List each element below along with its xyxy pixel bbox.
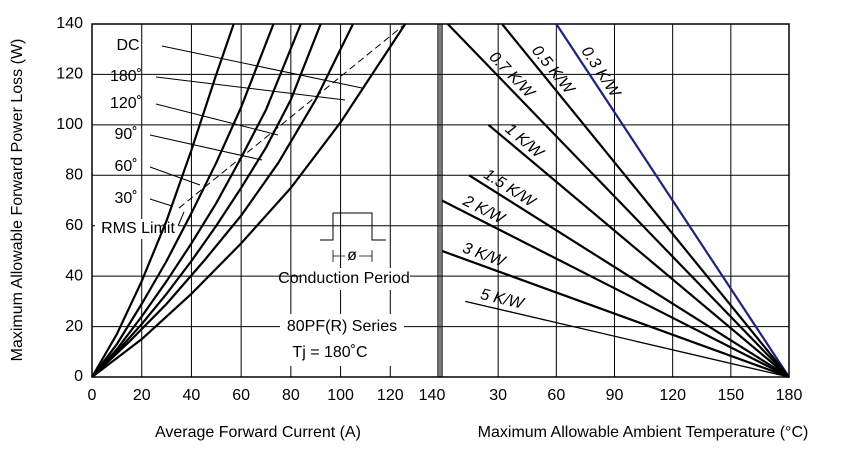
y-tick-label: 100 — [56, 116, 83, 133]
series-label: DC — [116, 37, 139, 54]
x-tick-label: 180 — [776, 387, 803, 404]
label-bg — [95, 219, 179, 239]
y-tick-label: 40 — [65, 267, 83, 284]
x-tick-label: 90 — [606, 387, 624, 404]
frame — [91, 23, 790, 378]
series-label: 90˚ — [114, 126, 137, 143]
x-tick-label: 60 — [547, 387, 565, 404]
series-line — [555, 23, 790, 378]
annotation: Conduction Period — [278, 270, 410, 287]
x-tick-label: 40 — [183, 387, 201, 404]
x-tick-label: 140 — [419, 387, 446, 404]
x-tick-label: 120 — [659, 387, 686, 404]
series-label: 5 K/W — [479, 286, 527, 313]
series-line — [91, 23, 302, 378]
leader-line — [155, 103, 279, 136]
annotation: ø — [347, 247, 357, 264]
y-tick-label: 80 — [65, 167, 83, 184]
x-tick-label: 60 — [232, 387, 250, 404]
x-axis-title: Average Forward Current (A) — [155, 424, 361, 441]
series-line — [91, 23, 354, 378]
label-bg — [345, 249, 359, 263]
y-tick-label: 20 — [65, 318, 83, 335]
leader-line — [149, 134, 263, 161]
x-tick-label: 120 — [377, 387, 404, 404]
leader-line — [177, 211, 185, 227]
x-tick-label: 100 — [327, 387, 354, 404]
label-bg — [300, 268, 410, 290]
series-label: 30˚ — [114, 190, 137, 207]
series-line — [441, 199, 790, 378]
series-line — [91, 23, 322, 378]
x-tick-label: 20 — [133, 387, 151, 404]
leader-line — [161, 45, 363, 89]
x-axis-title: Maximum Allowable Ambient Temperature (°… — [478, 424, 809, 441]
series-line — [91, 23, 407, 378]
series-line — [91, 23, 275, 378]
series-line — [465, 300, 790, 378]
x-tick-label: 30 — [489, 387, 507, 404]
y-tick-label: 120 — [56, 66, 83, 83]
annotation: 80PF(R) Series — [287, 318, 397, 335]
pulse-symbol — [320, 212, 386, 241]
series-line — [487, 124, 790, 378]
series-label: RMS Limit — [101, 220, 175, 237]
label-bg — [280, 314, 404, 366]
series-line — [178, 23, 406, 209]
leader-line — [155, 76, 346, 101]
y-axis-title: Maximum Allowable Forward Power Loss (W) — [9, 39, 26, 362]
series-label: 60˚ — [114, 158, 137, 175]
x-tick-label: 150 — [717, 387, 744, 404]
x-tick-label: 80 — [282, 387, 300, 404]
leader-line — [149, 198, 173, 207]
series-line — [441, 249, 790, 379]
series-line — [446, 23, 790, 378]
series-label: 180˚ — [110, 68, 142, 85]
y-tick-label: 60 — [65, 217, 83, 234]
series-line — [501, 23, 790, 378]
series-line — [468, 174, 790, 378]
series-label: 0.7 K/W — [485, 49, 538, 103]
y-tick-label: 0 — [74, 368, 83, 385]
x-tick-label: 0 — [88, 387, 97, 404]
annotation: Tj = 180˚C — [292, 344, 367, 361]
series-line — [91, 23, 235, 378]
leader-line — [149, 166, 201, 186]
series-label: 120˚ — [110, 95, 142, 112]
y-tick-label: 140 — [56, 15, 83, 32]
